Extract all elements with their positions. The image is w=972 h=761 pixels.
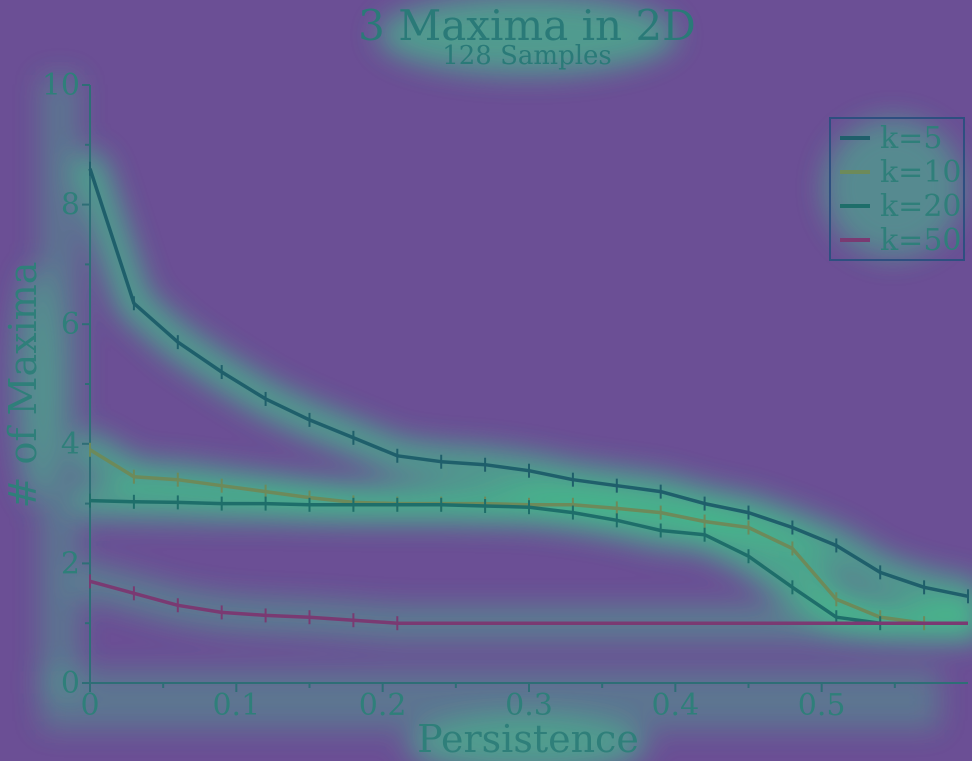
x-tick-label: 0.1 — [212, 688, 260, 723]
glow-spot — [40, 75, 80, 695]
legend-label: k=5 — [880, 121, 942, 156]
y-tick-label: 2 — [61, 546, 80, 581]
y-tick-label: 4 — [61, 427, 80, 462]
ticks: 0 2 4 6 8 10 0 0.1 0.2 0.3 0.4 0.5 — [42, 68, 896, 723]
legend: k=5k=10k=20k=50 — [829, 117, 965, 261]
chart-title: 3 Maxima in 2D — [358, 1, 696, 50]
glow-spot — [377, 0, 677, 75]
chart-subtitle: 128 Samples — [442, 41, 612, 71]
x-tick-label: 0 — [80, 688, 99, 723]
legend-box — [829, 117, 965, 261]
series-lines — [88, 161, 969, 631]
legend-label: k=50 — [880, 223, 962, 258]
series-line-k=50 — [89, 579, 968, 625]
glow-spot — [823, 118, 963, 258]
x-axis-label: Persistence — [417, 717, 639, 761]
x-tick-label: 0.2 — [359, 688, 407, 723]
y-tick-label: 8 — [61, 188, 80, 223]
y-axis-label: # of Maxima — [1, 262, 45, 509]
legend-label: k=20 — [880, 189, 962, 224]
y-tick-label: 10 — [42, 68, 80, 103]
y-tick-label: 0 — [61, 666, 80, 701]
x-tick-label: 0.4 — [651, 688, 699, 723]
glow-spot — [40, 670, 940, 730]
y-tick-label: 6 — [61, 307, 80, 342]
x-tick-label: 0.3 — [505, 688, 553, 723]
x-tick-label: 0.5 — [798, 688, 846, 723]
legend-label: k=10 — [880, 155, 962, 190]
